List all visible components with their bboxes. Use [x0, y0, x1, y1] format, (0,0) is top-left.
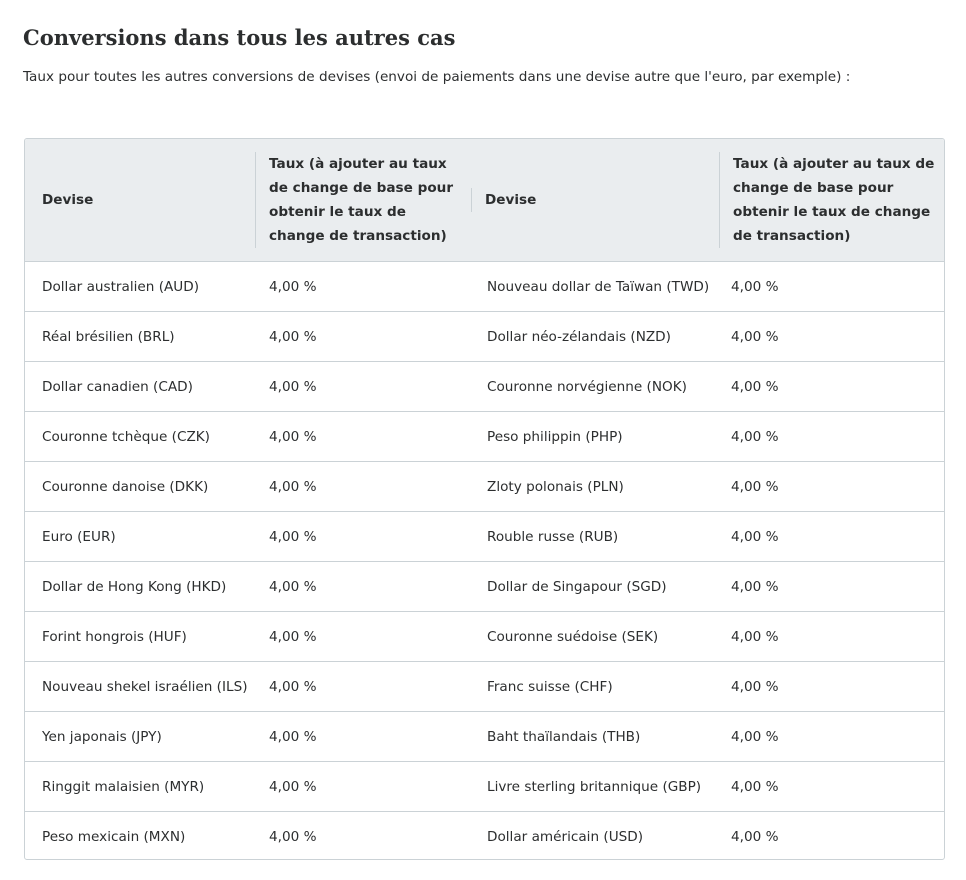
header-currency-right-label: Devise	[471, 188, 719, 212]
table-row: Couronne tchèque (CZK) 4,00 % Peso philipp…	[25, 411, 944, 462]
currency-cell: Peso mexicain (MXN)	[42, 828, 186, 845]
rates-table: Devise Taux (à ajouter au taux de change…	[25, 139, 944, 860]
header-rate-right-wrap: Taux (à ajouter au taux de change de bas…	[719, 152, 944, 248]
rate-cell: 4,00 %	[255, 711, 471, 762]
header-rate-right: Taux (à ajouter au taux de change de bas…	[719, 139, 944, 262]
header-currency-right: Devise	[471, 139, 719, 262]
currency-cell: Franc suisse (CHF)	[471, 661, 719, 712]
currency-cell: Couronne suédoise (SEK)	[471, 611, 719, 662]
table-row: Dollar australien (AUD) 4,00 % Nouveau dol…	[25, 261, 944, 312]
table-row: Yen japonais (JPY) 4,00 % Baht thaïlandais…	[25, 711, 944, 762]
header-currency-right-wrap: Devise	[471, 188, 719, 212]
table-row: Couronne danoise (DKK) 4,00 % Zloty polona…	[25, 461, 944, 512]
currency-cell: Baht thaïlandais (THB)	[471, 711, 719, 762]
rate-cell: 4,00 %	[269, 828, 317, 845]
header-row: Devise Taux (à ajouter au taux de change…	[25, 139, 944, 262]
currency-cell: Dollar néo-zélandais (NZD)	[471, 311, 719, 362]
rate-cell: 4,00 %	[255, 611, 471, 662]
rate-cell: 4,00 %	[255, 261, 471, 312]
rate-cell: 4,00 %	[719, 411, 944, 462]
table-row: Dollar de Hong Kong (HKD) 4,00 % Dollar de…	[25, 561, 944, 612]
currency-cell: Forint hongrois (HUF)	[25, 611, 255, 662]
currency-cell: Couronne tchèque (CZK)	[25, 411, 255, 462]
currency-cell: Euro (EUR)	[25, 511, 255, 562]
rate-cell: 4,00 %	[719, 561, 944, 612]
header-rate-left-label: Taux (à ajouter au taux de change de bas…	[255, 152, 471, 248]
rate-cell: 4,00 %	[719, 311, 944, 362]
table-row: Forint hongrois (HUF) 4,00 % Couronne suéd…	[25, 611, 944, 662]
table-row: Réal brésilien (BRL) 4,00 % Dollar néo-zél…	[25, 311, 944, 362]
currency-cell: Nouveau dollar de Taïwan (TWD)	[471, 261, 719, 312]
rate-cell: 4,00 %	[719, 361, 944, 412]
rate-cell: 4,00 %	[255, 411, 471, 462]
rates-table-header: Devise Taux (à ajouter au taux de change…	[25, 139, 944, 262]
table-row: Nouveau shekel israélien (ILS) 4,00 % Fran…	[25, 661, 944, 712]
currency-cell: Yen japonais (JPY)	[25, 711, 255, 762]
currency-cell: Ringgit malaisien (MYR)	[25, 761, 255, 812]
currency-cell: Dollar de Singapour (SGD)	[471, 561, 719, 612]
rate-cell: 4,00 %	[255, 511, 471, 562]
currency-cell: Nouveau shekel israélien (ILS)	[25, 661, 255, 712]
rate-cell: 4,00 %	[255, 361, 471, 412]
rate-cell: 4,00 %	[255, 461, 471, 512]
rate-cell: 4,00 %	[255, 761, 471, 812]
rate-cell: 4,00 %	[719, 261, 944, 312]
table-row: Euro (EUR) 4,00 % Rouble russe (RUB) 4,00 %	[25, 511, 944, 562]
rate-cell: 4,00 %	[719, 711, 944, 762]
rate-cell: 4,00 %	[255, 311, 471, 362]
header-currency-left-label: Devise	[42, 192, 94, 208]
currency-cell: Livre sterling britannique (GBP)	[471, 761, 719, 812]
table-row: Ringgit malaisien (MYR) 4,00 % Livre sterl…	[25, 761, 944, 812]
currency-cell: Rouble russe (RUB)	[471, 511, 719, 562]
currency-cell: Dollar de Hong Kong (HKD)	[25, 561, 255, 612]
currency-cell: Zloty polonais (PLN)	[471, 461, 719, 512]
header-rate-right-label: Taux (à ajouter au taux de change de bas…	[719, 152, 944, 248]
currency-cell: Dollar américain (USD)	[487, 828, 644, 845]
rate-cell: 4,00 %	[255, 561, 471, 612]
rate-cell: 4,00 %	[719, 661, 944, 712]
header-rate-left: Taux (à ajouter au taux de change de bas…	[255, 139, 471, 262]
rate-cell: 4,00 %	[719, 761, 944, 812]
rates-table-body: Dollar australien (AUD) 4,00 % Nouveau dol…	[25, 261, 944, 860]
currency-cell: Peso philippin (PHP)	[471, 411, 719, 462]
rate-cell: 4,00 %	[731, 828, 779, 845]
currency-cell: Dollar canadien (CAD)	[25, 361, 255, 412]
currency-cell: Dollar australien (AUD)	[25, 261, 255, 312]
rate-cell: 4,00 %	[719, 461, 944, 512]
intro-text: Taux pour toutes les autres conversions …	[23, 69, 851, 85]
rate-cell: 4,00 %	[719, 511, 944, 562]
header-currency-left: Devise	[25, 139, 255, 262]
rate-cell: 4,00 %	[255, 661, 471, 712]
currency-cell: Réal brésilien (BRL)	[25, 311, 255, 362]
table-row: Dollar canadien (CAD) 4,00 % Couronne norv…	[25, 361, 944, 412]
header-rate-left-wrap: Taux (à ajouter au taux de change de bas…	[255, 152, 471, 248]
currency-cell: Couronne norvégienne (NOK)	[471, 361, 719, 412]
rate-cell: 4,00 %	[719, 611, 944, 662]
page-title: Conversions dans tous les autres cas	[23, 25, 456, 50]
table-row: Peso mexicain (MXN) 4,00 % Dollar américai…	[25, 812, 944, 860]
currency-cell: Couronne danoise (DKK)	[25, 461, 255, 512]
rates-table-container: Devise Taux (à ajouter au taux de change…	[24, 138, 945, 860]
